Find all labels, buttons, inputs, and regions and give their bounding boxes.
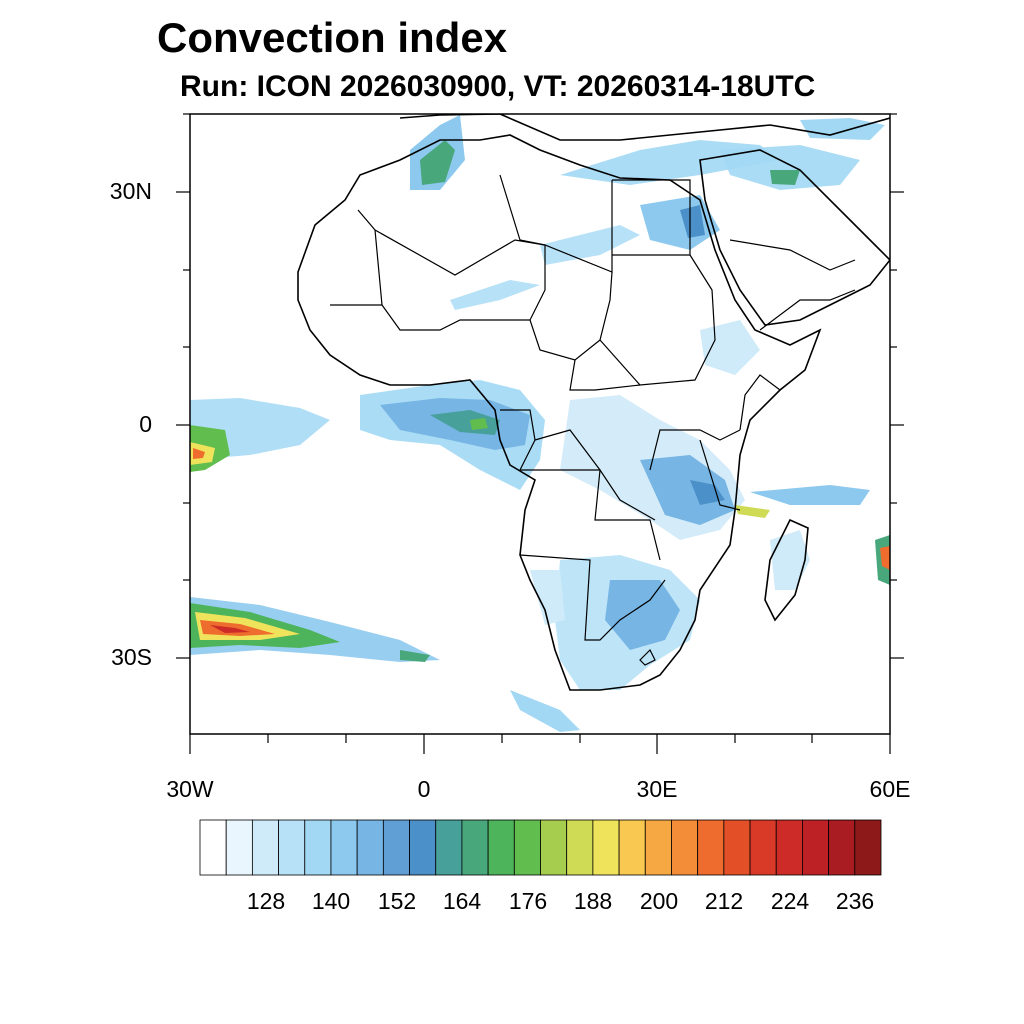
convection-field xyxy=(190,115,890,732)
convection-area xyxy=(735,505,770,518)
country-border xyxy=(599,254,716,386)
convection-area xyxy=(750,485,870,505)
convection-area xyxy=(640,195,720,250)
colorbar-swatch xyxy=(251,819,279,876)
colorbar-swatch xyxy=(199,819,227,876)
axis-ticks xyxy=(176,113,904,754)
colorbar-swatch xyxy=(775,819,803,876)
colorbar-label: 200 xyxy=(639,888,679,914)
country-border xyxy=(520,469,661,561)
map-title: Convection index xyxy=(157,14,508,61)
colorbar-swatch xyxy=(644,819,672,876)
map-subtitle: Run: ICON 2026030900, VT: 20260314-18UTC xyxy=(180,70,816,103)
convection-area xyxy=(400,650,430,662)
colorbar-swatch xyxy=(225,819,253,876)
convection-area xyxy=(800,118,885,140)
colorbar-swatch xyxy=(566,819,594,876)
country-borders xyxy=(330,174,856,666)
convection-area xyxy=(700,320,760,375)
colorbar-swatch xyxy=(513,819,541,876)
colorbar-swatch xyxy=(435,819,463,876)
colorbar-swatch xyxy=(697,819,725,876)
colorbar-label: 224 xyxy=(770,888,810,914)
colorbar-label: 152 xyxy=(377,888,417,914)
colorbar-swatch xyxy=(540,819,568,876)
lon-label-0: 0 xyxy=(417,776,431,802)
convection-area xyxy=(640,455,735,525)
convection-area xyxy=(770,170,800,185)
colorbar-label: 164 xyxy=(442,888,482,914)
colorbar-swatch xyxy=(828,819,856,876)
lat-label-30n: 30N xyxy=(109,178,152,204)
convection-area xyxy=(530,570,565,625)
colorbar-label: 128 xyxy=(246,888,286,914)
convection-area xyxy=(470,418,488,430)
convection-area xyxy=(430,410,500,435)
country-border xyxy=(381,304,530,331)
convection-area xyxy=(605,580,680,650)
country-border xyxy=(699,439,741,511)
map-frame xyxy=(189,113,891,735)
colorbar-swatch xyxy=(304,819,332,876)
convection-area xyxy=(690,480,725,505)
convection-area xyxy=(680,205,705,238)
convection-area xyxy=(510,690,580,732)
colorbar-swatch xyxy=(278,819,306,876)
country-border xyxy=(639,648,656,666)
country-border xyxy=(759,289,856,331)
lat-label-equator: 0 xyxy=(139,411,152,437)
colorbar-label: 236 xyxy=(835,888,875,914)
colorbar-swatch xyxy=(723,819,751,876)
convection-area xyxy=(770,530,810,590)
colorbar-label: 188 xyxy=(573,888,613,914)
colorbar-swatch xyxy=(749,819,777,876)
colorbar-swatch xyxy=(330,819,358,876)
lon-label-30w: 30W xyxy=(166,776,214,802)
africa-coastline xyxy=(297,134,822,691)
convection-area xyxy=(200,620,275,636)
country-border xyxy=(519,554,666,641)
colorbar-swatch xyxy=(382,819,410,876)
lon-label-60e: 60E xyxy=(869,776,911,802)
country-border xyxy=(569,359,641,391)
lon-label-30e: 30E xyxy=(636,776,678,802)
convection-area xyxy=(880,546,890,570)
colorbar-swatch xyxy=(487,819,515,876)
lat-label-30s: 30S xyxy=(111,644,152,670)
convection-area xyxy=(450,280,540,310)
colorbar-swatch xyxy=(618,819,646,876)
colorbar-swatch xyxy=(461,819,489,876)
colorbar-swatch xyxy=(671,819,699,876)
convection-area xyxy=(720,145,860,190)
convection-area xyxy=(420,140,455,185)
country-border xyxy=(739,374,781,431)
colorbar-swatch xyxy=(409,819,437,876)
colorbar-label: 140 xyxy=(311,888,351,914)
madagascar-coastline xyxy=(764,518,809,622)
colorbar-label: 176 xyxy=(508,888,548,914)
country-border xyxy=(729,239,856,271)
arabia-coastline xyxy=(699,149,890,326)
country-border xyxy=(612,179,691,256)
country-border xyxy=(649,429,741,471)
country-border xyxy=(500,409,536,471)
convection-area xyxy=(540,225,640,265)
colorbar-swatch xyxy=(356,819,384,876)
convection-area xyxy=(210,625,250,633)
convection-area xyxy=(193,448,205,459)
country-border xyxy=(529,245,613,361)
colorbar xyxy=(199,819,882,876)
colorbar-swatch xyxy=(592,819,620,876)
colorbar-swatch xyxy=(802,819,830,876)
colorbar-label: 212 xyxy=(704,888,744,914)
country-border xyxy=(330,209,383,306)
colorbar-swatch xyxy=(854,819,882,876)
coastlines xyxy=(297,114,890,691)
